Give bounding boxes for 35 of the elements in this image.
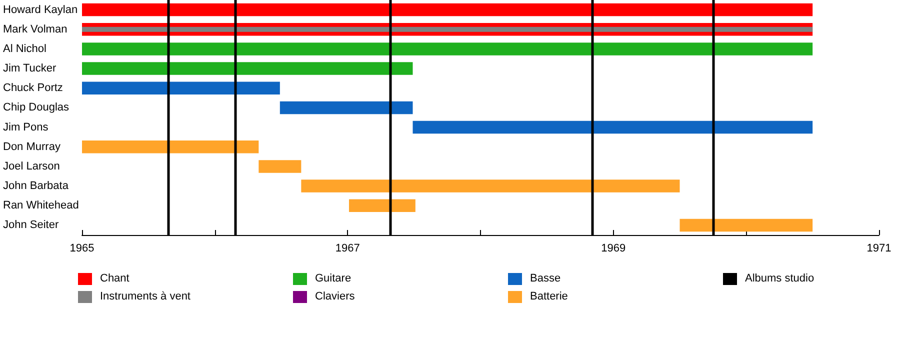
y-tick-label: John Barbata	[3, 180, 70, 192]
bar	[82, 140, 259, 154]
bar	[82, 42, 813, 56]
y-tick-label: Don Murray	[3, 140, 61, 153]
y-tick-label: Ran Whitehead	[3, 200, 79, 212]
y-tick-label: Joel Larson	[3, 160, 60, 172]
x-tick-label: 1965	[70, 242, 94, 254]
y-tick-label: Al Nichol	[3, 42, 46, 55]
y-tick-label: Jim Pons	[3, 121, 49, 134]
bar	[348, 199, 416, 212]
x-tick-label: 1967	[335, 242, 360, 254]
legend-label: Guitare	[315, 272, 352, 284]
y-tick-label: John Seiter	[3, 219, 59, 232]
x-tick-label: 1969	[601, 242, 626, 254]
bar	[258, 160, 302, 173]
bar	[412, 120, 813, 134]
legend-label: Instruments à vent	[100, 290, 190, 302]
legend-label: Claviers	[315, 290, 356, 302]
bar	[82, 62, 413, 75]
legend-label: Basse	[530, 272, 561, 284]
bar	[680, 218, 813, 232]
bar	[301, 180, 680, 192]
bar	[82, 3, 813, 16]
legend-label: Chant	[100, 272, 130, 284]
y-tick-label: Chuck Portz	[3, 82, 63, 94]
bar	[82, 26, 813, 32]
y-tick-label: Jim Tucker	[3, 62, 57, 75]
y-tick-label: Chip Douglas	[3, 102, 70, 114]
bar	[82, 82, 280, 94]
y-tick-label: Mark Volman	[3, 23, 68, 36]
bar	[280, 101, 413, 114]
y-tick-label: Howard Kaylan	[3, 4, 78, 16]
legend-label: Albums studio	[745, 272, 814, 284]
x-tick-label: 1971	[866, 242, 892, 254]
legend-label: Batterie	[530, 290, 568, 302]
